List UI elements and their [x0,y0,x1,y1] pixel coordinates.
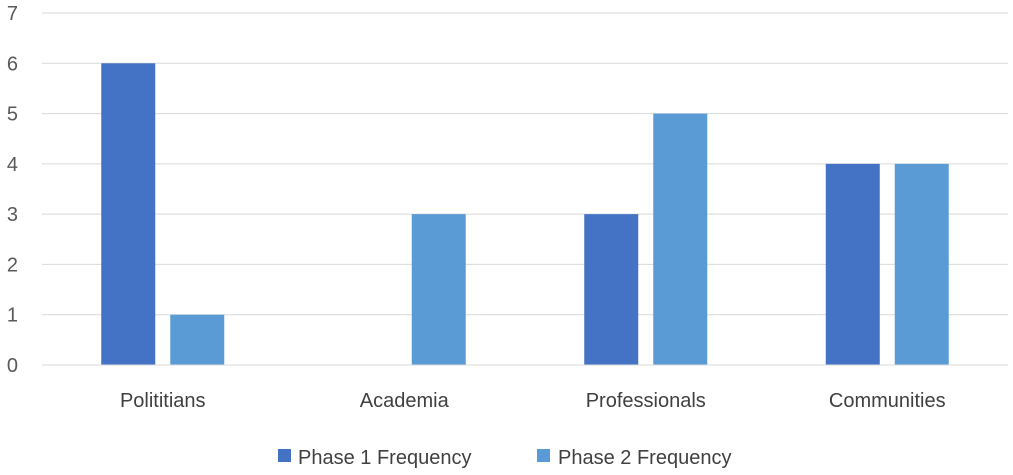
x-category-label: Polititians [120,390,206,412]
y-tick-label: 6 [7,53,18,75]
y-tick-label: 0 [7,355,18,377]
x-category-label: Academia [360,390,450,412]
x-category-label: Professionals [586,390,706,412]
legend-label-phase-1: Phase 1 Frequency [298,447,471,469]
legend: Phase 1 Frequency Phase 2 Frequency [278,447,731,469]
legend-swatch-phase-1 [278,449,291,462]
bar-professionals-series-1 [584,214,639,365]
bars [101,63,949,366]
legend-swatch-phase-2 [537,449,550,462]
y-tick-label: 3 [7,204,18,226]
bar-polititians-series-2 [170,314,225,365]
bar-polititians-series-1 [101,63,156,366]
y-tick-label: 1 [7,305,18,327]
x-axis-category-labels: Polititians Academia Professionals Communit… [120,390,946,412]
bar-communities-series-2 [894,163,949,365]
bar-communities-series-1 [825,163,880,365]
y-axis-tick-labels: 0 1 2 3 4 5 6 7 [7,3,18,377]
legend-label-phase-2: Phase 2 Frequency [558,447,731,469]
y-tick-label: 4 [7,154,18,176]
x-category-label: Communities [829,390,946,412]
y-tick-label: 5 [7,104,18,126]
gridlines [42,12,1008,316]
bar-academia-series-2 [411,214,466,365]
y-tick-label: 2 [7,254,18,276]
bar-professionals-series-2 [653,113,708,365]
y-tick-label: 7 [7,3,18,25]
